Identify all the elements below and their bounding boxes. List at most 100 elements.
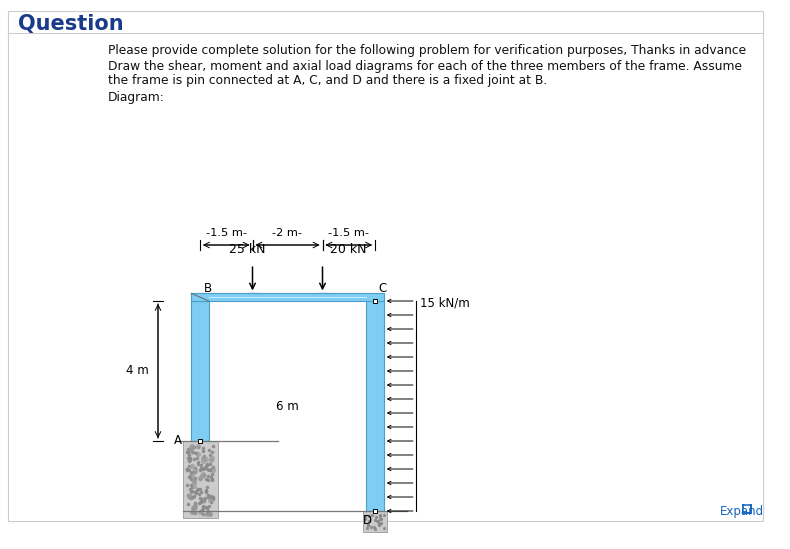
- Point: [192, 460, 205, 468]
- Point: [194, 474, 207, 483]
- Point: [192, 450, 205, 458]
- Point: [188, 482, 201, 491]
- Point: [188, 442, 201, 451]
- Point: [195, 507, 208, 516]
- Point: [370, 513, 382, 522]
- Point: [194, 493, 206, 502]
- Text: the frame is pin connected at A, C, and D and there is a fixed joint at B.: the frame is pin connected at A, C, and …: [108, 74, 547, 87]
- Point: [205, 473, 217, 481]
- Point: [198, 452, 211, 461]
- Point: [182, 462, 195, 470]
- Point: [205, 465, 217, 474]
- Point: [197, 502, 209, 511]
- Point: [181, 464, 194, 473]
- Point: [204, 509, 216, 518]
- Point: [184, 494, 197, 503]
- Point: [188, 466, 201, 474]
- Point: [198, 496, 210, 505]
- Text: -1.5 m-: -1.5 m-: [329, 228, 369, 238]
- Point: [194, 475, 207, 484]
- Point: [206, 448, 219, 457]
- Point: [202, 466, 215, 475]
- Point: [186, 483, 198, 492]
- Point: [188, 475, 201, 484]
- Point: [190, 449, 202, 457]
- Point: [205, 497, 218, 506]
- Point: [181, 481, 194, 490]
- Point: [206, 453, 219, 462]
- Point: [359, 512, 371, 520]
- Point: [206, 476, 219, 485]
- Point: [180, 447, 193, 456]
- Point: [182, 490, 194, 499]
- Point: [204, 460, 216, 468]
- Point: [189, 503, 201, 512]
- Point: [182, 447, 195, 456]
- Point: [205, 491, 217, 500]
- Point: [182, 453, 194, 462]
- Point: [190, 454, 203, 463]
- Text: 25 kN: 25 kN: [229, 243, 265, 256]
- Point: [205, 470, 218, 479]
- Point: [205, 474, 218, 483]
- Point: [192, 458, 205, 467]
- Bar: [191, 293, 384, 301]
- Point: [184, 480, 197, 489]
- Point: [201, 509, 213, 518]
- Text: -2 m-: -2 m-: [273, 228, 303, 238]
- Point: [363, 512, 376, 520]
- Point: [189, 468, 201, 477]
- Point: [198, 493, 211, 502]
- Point: [197, 465, 209, 474]
- Bar: [182, 441, 217, 518]
- Point: [197, 447, 209, 456]
- Point: [374, 510, 386, 519]
- Point: [201, 507, 214, 516]
- Point: [189, 488, 201, 496]
- Point: [200, 454, 213, 463]
- Point: [185, 475, 198, 484]
- Point: [194, 461, 207, 470]
- Point: [201, 471, 214, 480]
- Point: [189, 498, 201, 507]
- Point: [360, 524, 373, 533]
- Point: [188, 455, 201, 463]
- Point: [185, 441, 198, 450]
- Point: [186, 508, 199, 517]
- Point: [186, 448, 199, 457]
- Point: [185, 443, 198, 452]
- Point: [201, 508, 214, 517]
- Bar: [191, 301, 209, 441]
- Point: [185, 508, 198, 517]
- Point: [202, 493, 215, 502]
- Point: [182, 466, 195, 475]
- Point: [197, 456, 209, 465]
- Point: [186, 461, 198, 470]
- Point: [199, 474, 212, 483]
- Point: [361, 520, 374, 529]
- Point: [206, 463, 219, 472]
- Point: [378, 524, 390, 533]
- Point: [199, 462, 212, 470]
- Point: [186, 486, 198, 495]
- Point: [203, 501, 216, 510]
- Point: [363, 517, 375, 525]
- Point: [202, 475, 215, 484]
- Point: [182, 445, 194, 454]
- Text: D: D: [363, 514, 372, 527]
- Point: [201, 461, 213, 469]
- Point: [201, 503, 213, 512]
- Point: [371, 516, 384, 525]
- Point: [195, 494, 208, 503]
- Point: [197, 504, 209, 513]
- Text: 15 kN/m: 15 kN/m: [419, 297, 469, 310]
- Text: A: A: [174, 434, 182, 446]
- Point: [371, 517, 384, 526]
- Point: [194, 484, 206, 493]
- Point: [186, 470, 198, 479]
- Point: [362, 520, 374, 529]
- Point: [181, 466, 194, 475]
- Point: [192, 485, 205, 494]
- Bar: [367, 301, 384, 511]
- Point: [369, 516, 382, 524]
